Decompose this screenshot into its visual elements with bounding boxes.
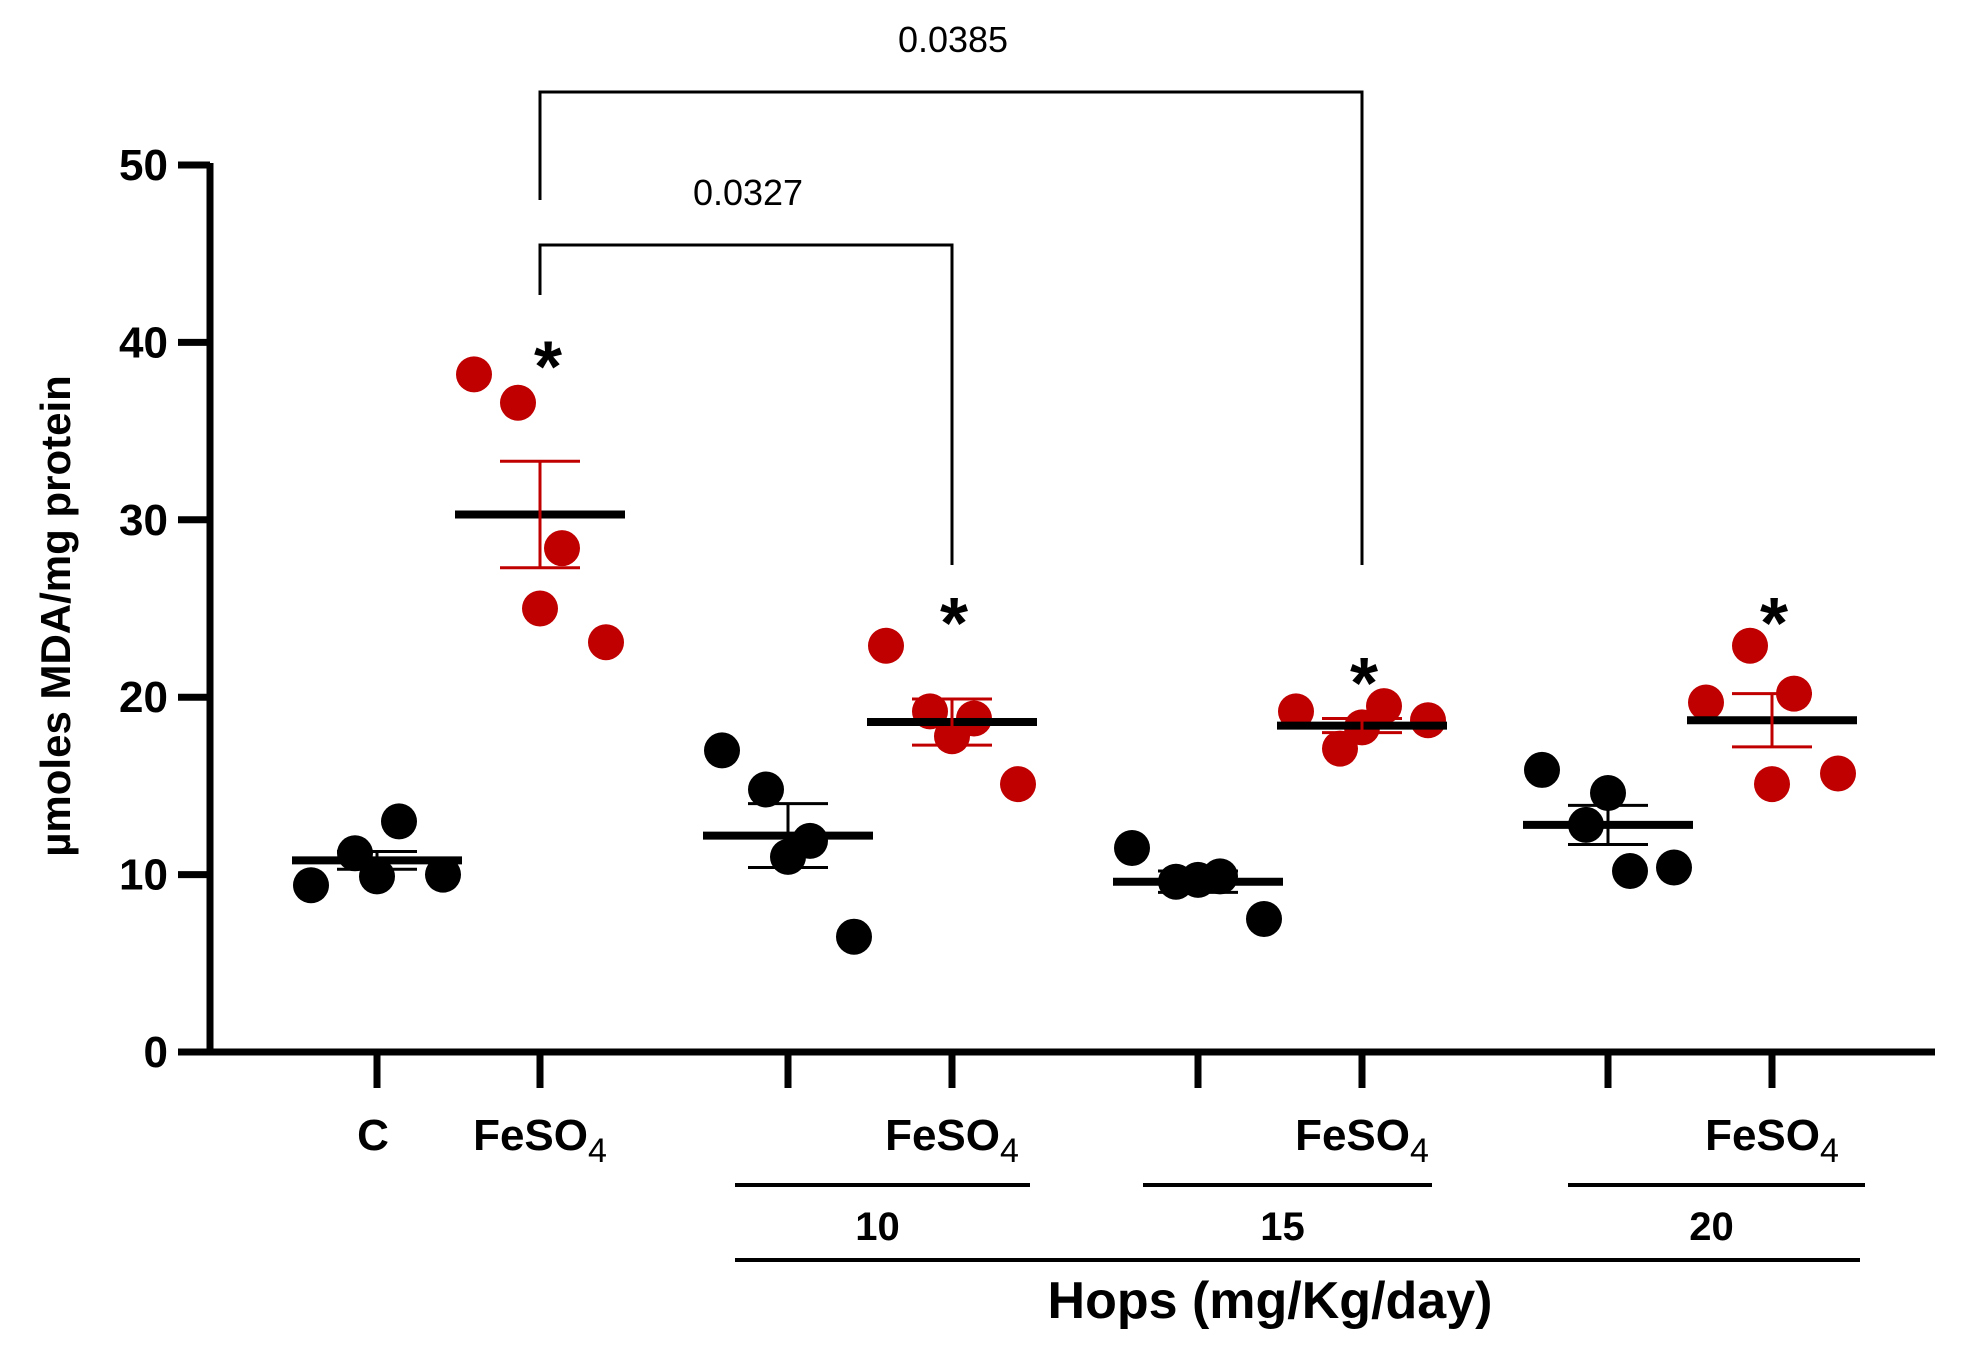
data-point <box>1612 853 1648 890</box>
data-point <box>1410 702 1446 739</box>
x-category-label: FeSO4 <box>885 1111 1019 1170</box>
dose-label: 15 <box>1260 1205 1305 1249</box>
group-c <box>292 803 462 904</box>
group-15 <box>1113 829 1283 937</box>
comparison-bracket <box>538 243 954 565</box>
significance-star: * <box>940 584 968 664</box>
data-groups: * * * * <box>292 327 1857 955</box>
data-point <box>1246 900 1282 937</box>
data-point <box>1820 755 1856 792</box>
data-point <box>1656 849 1692 886</box>
significance-star: * <box>534 327 562 407</box>
significance-star: * <box>1760 584 1788 664</box>
x-category-label: C <box>357 1111 389 1160</box>
x-axis-title: Hops (mg/Kg/day) <box>1048 1272 1493 1330</box>
y-tick-label: 50 <box>119 141 168 190</box>
group-feso4-10: * <box>867 584 1037 803</box>
data-point <box>456 356 492 393</box>
x-category-label: FeSO4 <box>1705 1111 1839 1170</box>
data-point <box>836 918 872 955</box>
data-point <box>748 771 784 808</box>
y-tick-label: 30 <box>119 496 168 545</box>
group-20 <box>1523 751 1693 890</box>
data-point <box>588 624 624 661</box>
data-point <box>425 856 461 893</box>
data-point <box>1732 627 1768 664</box>
p-value-label: 0.0327 <box>693 172 803 213</box>
data-point <box>1524 751 1560 788</box>
data-point <box>359 858 395 895</box>
x-category-main: FeSO <box>1295 1111 1410 1160</box>
x-category-main: FeSO <box>885 1111 1000 1160</box>
group-feso4: * <box>455 327 625 661</box>
axes: 0 10 20 30 40 50 <box>119 141 1935 1088</box>
comparison-bracket <box>538 90 1364 565</box>
p-value-label: 0.0385 <box>898 19 1008 60</box>
y-tick-label: 10 <box>119 851 168 900</box>
significance-star: * <box>1350 644 1378 724</box>
x-category-label: FeSO4 <box>1295 1111 1429 1170</box>
data-point <box>1754 766 1790 803</box>
data-point <box>868 627 904 664</box>
data-point <box>522 590 558 627</box>
data-point <box>1278 693 1314 730</box>
data-point <box>1688 684 1724 721</box>
x-category-subscript: 4 <box>1410 1132 1429 1170</box>
dose-label: 20 <box>1689 1205 1734 1249</box>
y-tick-label: 20 <box>119 673 168 722</box>
data-point <box>500 384 536 421</box>
data-point <box>293 867 329 904</box>
data-point <box>381 803 417 840</box>
x-category-label: FeSO4 <box>473 1111 607 1170</box>
y-tick-label: 0 <box>144 1028 168 1077</box>
data-point <box>1114 829 1150 866</box>
x-category-main: FeSO <box>473 1111 588 1160</box>
data-point <box>544 530 580 567</box>
x-category-main: C <box>357 1111 389 1160</box>
dose-label: 10 <box>855 1205 900 1249</box>
y-axis-label: µmoles MDA/mg protein <box>32 375 79 857</box>
comparison-brackets: 0.0327 0.0385 <box>538 19 1364 565</box>
x-category-subscript: 4 <box>1820 1132 1839 1170</box>
group-feso4-20: * <box>1687 584 1857 803</box>
data-point <box>704 732 740 769</box>
x-category-main: FeSO <box>1705 1111 1820 1160</box>
y-tick-label: 40 <box>119 318 168 367</box>
data-point <box>1000 766 1036 803</box>
data-point <box>1590 774 1626 811</box>
group-10 <box>703 732 873 955</box>
x-category-subscript: 4 <box>588 1132 607 1170</box>
group-feso4-15: * <box>1277 644 1447 767</box>
x-category-subscript: 4 <box>1000 1132 1019 1170</box>
